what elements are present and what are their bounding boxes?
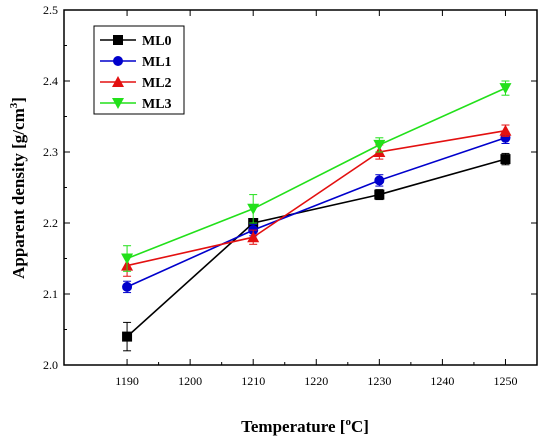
y-axis: 2.0 2.1 2.2 2.3 2.4 2.5 — [43, 3, 537, 372]
data-point — [122, 331, 133, 342]
series-line — [126, 158, 506, 338]
x-tick-label: 1220 — [304, 374, 328, 388]
legend-label: ML0 — [142, 34, 172, 49]
x-tick-label: 1250 — [493, 374, 517, 388]
legend-item-ml0: ML0 — [100, 34, 172, 49]
y-tick-label: 2.3 — [43, 145, 58, 159]
legend-label: ML1 — [142, 55, 172, 70]
data-point — [122, 281, 133, 292]
legend-item-ml3: ML3 — [100, 97, 172, 112]
data-point — [374, 175, 385, 186]
x-axis: 1190 1200 1210 1220 1230 1240 1250 — [115, 10, 517, 388]
data-point — [499, 83, 512, 95]
x-tick-label: 1210 — [241, 374, 265, 388]
data-point — [500, 154, 511, 165]
legend: ML0 ML1 ML2 ML3 — [93, 25, 185, 115]
series-ml0 — [122, 152, 511, 352]
data-point — [247, 231, 260, 243]
data-point — [499, 124, 512, 136]
x-tick-label: 1190 — [115, 374, 139, 388]
y-tick-label: 2.0 — [43, 358, 58, 372]
y-tick-label: 2.2 — [43, 216, 58, 230]
series-layer — [121, 80, 512, 352]
data-point — [121, 253, 134, 265]
legend-swatch-marker — [112, 98, 124, 109]
legend-item-ml2: ML2 — [100, 76, 172, 91]
y-tick-label: 2.4 — [43, 74, 58, 88]
x-tick-label: 1240 — [430, 374, 454, 388]
x-axis-title: Temperature [oC] — [241, 416, 369, 436]
x-tick-label: 1230 — [367, 374, 391, 388]
legend-swatch-marker — [113, 56, 123, 66]
legend-item-ml1: ML1 — [100, 55, 172, 70]
data-point — [373, 139, 386, 151]
series-ml2 — [121, 124, 512, 277]
data-point — [247, 203, 260, 215]
legend-swatch-marker — [113, 35, 123, 45]
x-tick-label: 1200 — [178, 374, 202, 388]
y-tick-label: 2.1 — [43, 287, 58, 301]
series-line — [126, 129, 506, 267]
y-axis-title: Apparent density [g/cm3] — [8, 97, 28, 279]
y-tick-label: 2.5 — [43, 3, 58, 17]
data-point — [374, 189, 385, 200]
legend-label: ML3 — [142, 97, 172, 112]
series-ml1 — [122, 131, 511, 294]
series-ml3 — [121, 80, 512, 272]
legend-swatch-marker — [112, 76, 124, 87]
series-line — [126, 87, 506, 260]
legend-label: ML2 — [142, 76, 172, 91]
series-line — [126, 137, 506, 288]
